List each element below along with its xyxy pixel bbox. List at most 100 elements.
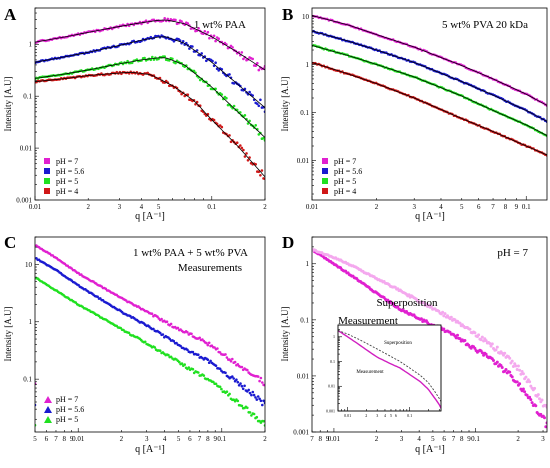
data-point xyxy=(232,104,236,108)
data-point xyxy=(239,111,242,114)
x-tick-label: 5 xyxy=(431,435,435,443)
series-superposition xyxy=(312,248,547,409)
data-point xyxy=(179,344,182,348)
data-point xyxy=(126,59,129,63)
legend-label: pH = 5 xyxy=(56,415,78,424)
data-point xyxy=(251,57,254,61)
data-point xyxy=(150,312,154,316)
data-point xyxy=(220,93,224,96)
data-point xyxy=(259,376,263,380)
data-point xyxy=(190,332,193,336)
data-point xyxy=(489,344,493,348)
series-ph-7 xyxy=(35,244,265,387)
data-point xyxy=(214,39,217,43)
y-tick-label: 0.001 xyxy=(293,428,309,436)
data-point xyxy=(180,20,183,23)
x-tick-label: 3 xyxy=(541,435,545,443)
y-tick-label: 1 xyxy=(29,318,33,326)
data-point xyxy=(192,69,196,73)
data-point xyxy=(257,68,261,72)
x-tick-label: 2 xyxy=(263,203,267,211)
x-tick-label: 0.1 xyxy=(207,203,216,211)
data-point xyxy=(203,30,207,33)
x-tick-label: 2 xyxy=(365,413,367,418)
data-point xyxy=(186,22,190,25)
y-tick-label: 0.1 xyxy=(23,376,32,384)
data-point xyxy=(510,375,514,379)
data-point xyxy=(248,391,252,395)
data-point xyxy=(166,17,170,21)
data-point xyxy=(218,124,222,127)
data-point xyxy=(407,293,411,297)
inset-frame xyxy=(337,324,442,412)
data-point xyxy=(165,320,169,324)
data-point xyxy=(488,342,492,345)
data-point xyxy=(225,390,229,394)
axes-frame xyxy=(337,324,442,412)
y-tick-label: 10 xyxy=(25,261,33,269)
x-tick-label: 6 xyxy=(395,413,397,418)
y-axis-label: Intensity [A.U] xyxy=(3,77,13,132)
x-tick-label: 0.1 xyxy=(471,435,480,443)
inset-curve xyxy=(338,329,441,409)
legend-marker xyxy=(44,406,52,413)
data-point xyxy=(160,317,163,321)
fit-line xyxy=(312,62,547,156)
data-point xyxy=(209,359,212,363)
y-tick-label: 0.1 xyxy=(330,359,335,364)
data-point xyxy=(252,393,256,397)
data-point xyxy=(254,396,257,399)
data-point xyxy=(250,393,253,397)
data-point xyxy=(224,353,227,356)
data-point xyxy=(197,371,200,374)
data-point xyxy=(195,49,199,52)
data-point xyxy=(229,360,233,363)
data-point xyxy=(540,398,544,402)
x-tick-label: 9 xyxy=(326,435,330,443)
legend-label: pH = 5 xyxy=(56,177,78,186)
data-point xyxy=(163,17,166,20)
x-tick-label: 8 xyxy=(63,435,67,443)
data-point xyxy=(484,339,488,343)
data-point xyxy=(194,103,197,106)
data-point xyxy=(503,351,507,355)
data-point xyxy=(519,372,523,376)
x-tick-label: 0.1 xyxy=(522,203,531,211)
data-point xyxy=(213,346,216,349)
data-point xyxy=(96,295,99,299)
data-point xyxy=(217,69,220,72)
data-point xyxy=(206,343,210,347)
data-point xyxy=(259,399,263,403)
panel-letter: B xyxy=(282,5,293,24)
data-point xyxy=(218,351,222,354)
legend-marker xyxy=(44,416,52,423)
data-point xyxy=(225,356,229,359)
x-tick-label: 7 xyxy=(54,435,58,443)
data-point xyxy=(248,90,251,94)
data-point xyxy=(228,392,231,396)
data-point xyxy=(236,363,240,366)
fit-line xyxy=(35,36,265,109)
data-point xyxy=(510,359,514,363)
data-point xyxy=(473,331,477,335)
data-point xyxy=(261,381,264,384)
data-point xyxy=(231,357,234,361)
data-point xyxy=(511,365,515,368)
data-point xyxy=(200,52,203,55)
data-point xyxy=(232,377,235,380)
series-ph-4 xyxy=(35,70,265,180)
data-point xyxy=(216,347,219,350)
data-point xyxy=(513,362,517,366)
legend-marker xyxy=(44,396,52,403)
fit-line xyxy=(312,30,547,122)
data-point xyxy=(543,416,546,420)
x-tick-label: 0.1 xyxy=(217,435,226,443)
data-point xyxy=(529,398,533,402)
data-point xyxy=(191,45,194,48)
x-tick-label: 4 xyxy=(384,413,386,418)
data-point xyxy=(495,345,499,349)
data-point xyxy=(262,419,265,423)
legend-marker xyxy=(322,188,328,194)
